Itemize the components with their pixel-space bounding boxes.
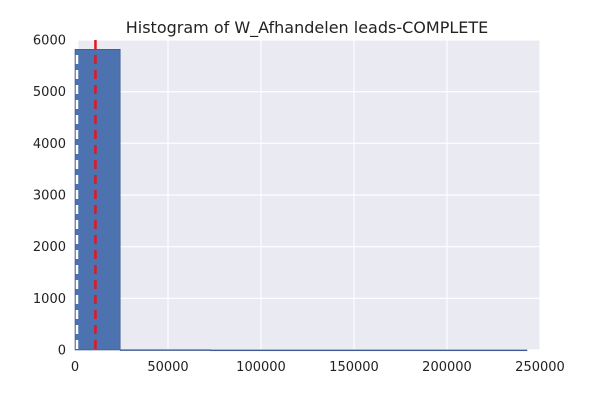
y-tick-label-5: 5000 bbox=[33, 85, 66, 100]
x-tick-label-0: 0 bbox=[71, 360, 79, 375]
y-axis-ticks: 0 1000 2000 3000 4000 5000 6000 bbox=[33, 34, 66, 359]
y-tick-label-2: 2000 bbox=[33, 240, 66, 255]
x-tick-label-2: 100000 bbox=[236, 360, 286, 375]
x-tick-label-3: 150000 bbox=[329, 360, 379, 375]
histogram-bar-0 bbox=[74, 48, 121, 351]
x-axis-ticks: 0 50000 100000 150000 200000 250000 bbox=[71, 360, 565, 375]
y-tick-label-6: 6000 bbox=[33, 34, 66, 49]
chart-title: Histogram of W_Afhandelen leads-COMPLETE bbox=[126, 18, 489, 38]
histogram-bar-1 bbox=[119, 349, 211, 351]
x-tick-label-4: 200000 bbox=[422, 360, 472, 375]
y-tick-label-4: 4000 bbox=[33, 137, 66, 152]
y-tick-label-0: 0 bbox=[58, 344, 66, 359]
histogram-bars bbox=[74, 48, 528, 352]
x-tick-label-5: 250000 bbox=[515, 360, 565, 375]
histogram-bar-2 bbox=[210, 349, 528, 352]
reference-lines bbox=[75, 40, 97, 350]
x-tick-label-1: 50000 bbox=[147, 360, 188, 375]
y-tick-label-1: 1000 bbox=[33, 292, 66, 307]
grid-lines bbox=[74, 39, 541, 351]
y-tick-label-3: 3000 bbox=[33, 189, 66, 204]
